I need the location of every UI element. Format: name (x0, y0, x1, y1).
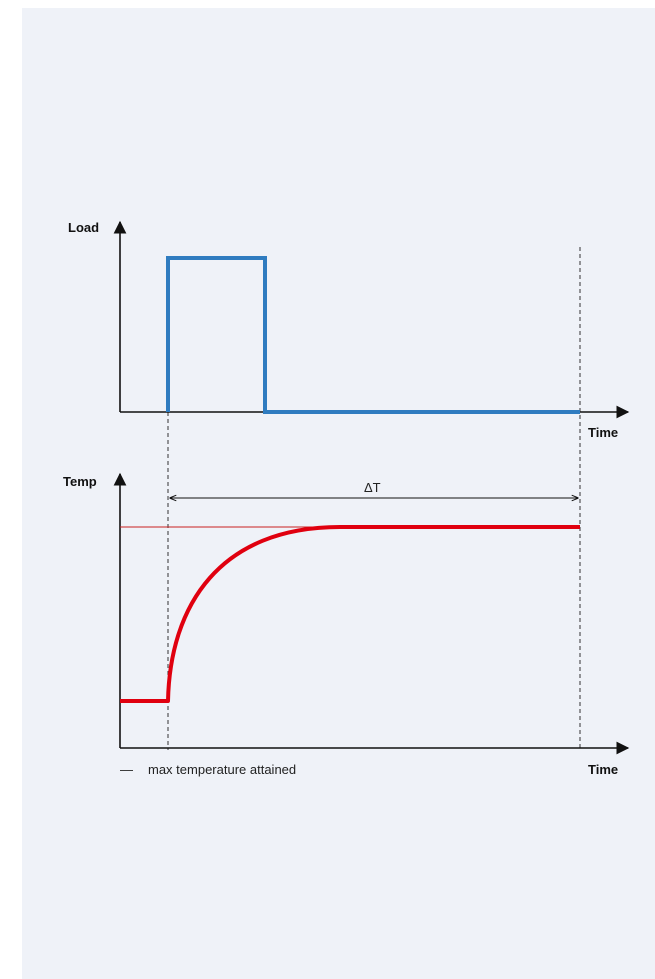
load-pulse-line (166, 256, 580, 414)
temp-x-axis-label: Time (588, 762, 618, 777)
legend-label: max temperature attained (148, 762, 296, 777)
temperature-curve (120, 525, 580, 703)
legend-marker: — (120, 762, 133, 777)
delta-t-label: ΔT (364, 480, 381, 495)
load-y-axis-label: Load (68, 220, 99, 235)
temp-y-axis-label: Temp (63, 474, 97, 489)
load-x-axis-label: Time (588, 425, 618, 440)
diagram-panel (22, 8, 655, 979)
